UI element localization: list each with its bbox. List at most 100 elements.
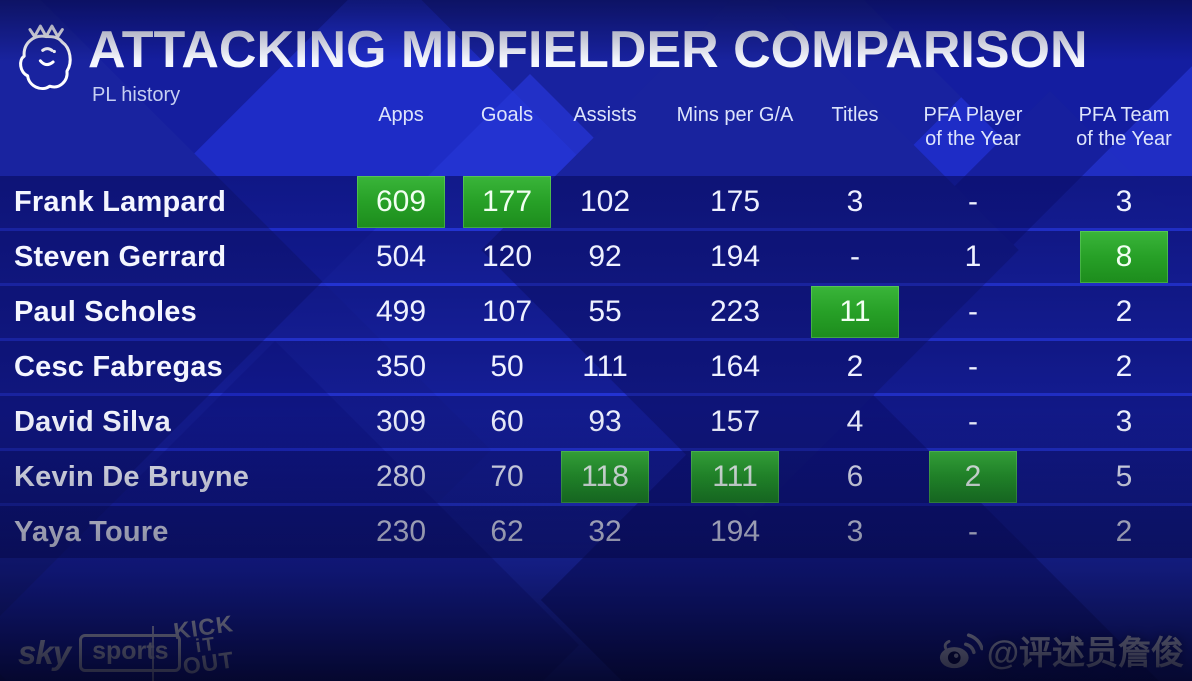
table-row: Steven Gerrard 504 120 92 194 - 1 8 <box>0 231 1192 283</box>
stat-value: 3 <box>1115 185 1133 218</box>
stat-value: 194 <box>709 240 761 273</box>
player-name: David Silva <box>14 406 171 438</box>
kio-line-3: OUT <box>181 645 236 679</box>
stat-value: 177 <box>463 176 551 228</box>
stat-cell-highlighted: 111 <box>673 451 797 503</box>
stat-value: 102 <box>579 185 631 218</box>
footer-divider <box>152 626 154 681</box>
stat-value: 32 <box>588 515 622 548</box>
table-row: Cesc Fabregas 350 50 111 164 2 - 2 <box>0 341 1192 393</box>
stat-value: 499 <box>375 295 427 328</box>
stat-value: 175 <box>709 185 761 218</box>
stat-value: 223 <box>709 295 761 328</box>
stat-cell: 92 <box>543 231 667 283</box>
stat-cell: 3 <box>793 506 917 558</box>
stat-value: - <box>968 350 978 383</box>
stat-value: 194 <box>709 515 761 548</box>
column-header: Assists <box>573 104 637 126</box>
stat-value: - <box>850 240 860 273</box>
stat-cell: 111 <box>543 341 667 393</box>
stat-cell: 5 <box>1062 451 1186 503</box>
stat-value: 350 <box>375 350 427 383</box>
stat-value: 111 <box>582 350 628 383</box>
stat-value: 120 <box>481 240 533 273</box>
stat-cell: 4 <box>793 396 917 448</box>
stat-value: 111 <box>691 451 779 503</box>
stat-cell: 175 <box>673 176 797 228</box>
table-row: Yaya Toure 230 62 32 194 3 - 2 <box>0 506 1192 558</box>
stat-cell: 1 <box>911 231 1035 283</box>
stat-value: 4 <box>846 405 864 438</box>
stat-value: 157 <box>709 405 761 438</box>
player-name: Steven Gerrard <box>14 241 227 273</box>
column-header: PFA Player of the Year <box>923 104 1023 150</box>
weibo-icon <box>939 633 983 669</box>
stat-value: 2 <box>1115 295 1133 328</box>
stat-cell: 157 <box>673 396 797 448</box>
kick-it-out-logo: KICK iT OUT <box>161 601 251 681</box>
column-header: Mins per G/A <box>676 104 794 126</box>
stat-cell: 164 <box>673 341 797 393</box>
stat-value: - <box>968 185 978 218</box>
stat-cell: 32 <box>543 506 667 558</box>
column-header: Goals <box>480 104 534 126</box>
stat-cell-highlighted: 2 <box>911 451 1035 503</box>
table-row: Kevin De Bruyne 280 70 118 111 6 2 5 <box>0 451 1192 503</box>
player-name: Kevin De Bruyne <box>14 461 250 493</box>
sky-sports-logo: sky sports <box>18 634 182 672</box>
stat-value: 93 <box>588 405 622 438</box>
stat-value: 11 <box>811 286 899 338</box>
stat-cell: 93 <box>543 396 667 448</box>
stat-value: 609 <box>357 176 445 228</box>
stat-value: 3 <box>846 515 864 548</box>
stat-cell: 2 <box>1062 506 1186 558</box>
stat-cell: - <box>911 341 1035 393</box>
player-name: Paul Scholes <box>14 296 197 328</box>
stat-value: 50 <box>490 350 524 383</box>
stat-cell: 194 <box>673 506 797 558</box>
column-header: Titles <box>831 104 879 126</box>
stat-value: 2 <box>1115 350 1133 383</box>
stat-value: 92 <box>588 240 622 273</box>
stat-value: 504 <box>375 240 427 273</box>
stat-cell-highlighted: 118 <box>543 451 667 503</box>
column-header: PFA Team of the Year <box>1076 104 1172 150</box>
stat-value: 62 <box>490 515 524 548</box>
stat-value: 280 <box>375 460 427 493</box>
sky-wordmark: sky <box>18 634 71 671</box>
stat-value: 1 <box>964 240 982 273</box>
stat-value: 55 <box>588 295 622 328</box>
table-row: Paul Scholes 499 107 55 223 11 - 2 <box>0 286 1192 338</box>
stat-value: 3 <box>846 185 864 218</box>
player-name: Frank Lampard <box>14 186 227 218</box>
stat-value: 107 <box>481 295 533 328</box>
stat-value: - <box>968 295 978 328</box>
watermark-text: @评述员詹俊 <box>986 634 1184 671</box>
stat-value: 2 <box>929 451 1017 503</box>
stat-cell: 2 <box>793 341 917 393</box>
stat-cell-highlighted: 11 <box>793 286 917 338</box>
stat-value: - <box>968 405 978 438</box>
stat-cell: 3 <box>1062 396 1186 448</box>
stat-value: 3 <box>1115 405 1133 438</box>
stat-value: 60 <box>490 405 524 438</box>
column-header: Apps <box>378 104 424 126</box>
stat-value: 309 <box>375 405 427 438</box>
stat-cell: 2 <box>1062 341 1186 393</box>
player-name: Yaya Toure <box>14 516 169 548</box>
stat-cell: 3 <box>793 176 917 228</box>
stat-value: 70 <box>490 460 524 493</box>
stat-cell: - <box>911 506 1035 558</box>
table-row: Frank Lampard 609 177 102 175 3 - 3 <box>0 176 1192 228</box>
stat-cell: 55 <box>543 286 667 338</box>
stat-cell: 3 <box>1062 176 1186 228</box>
stat-cell: 2 <box>1062 286 1186 338</box>
stat-cell: 223 <box>673 286 797 338</box>
premier-league-lion-icon <box>19 24 72 90</box>
weibo-watermark: @评述员詹俊 <box>937 626 1184 674</box>
table-rows: Frank Lampard 609 177 102 175 3 - 3 Steven Gerra… <box>0 176 1192 561</box>
stat-value: 8 <box>1080 231 1168 283</box>
stat-value: 6 <box>846 460 864 493</box>
table-row: David Silva 309 60 93 157 4 - 3 <box>0 396 1192 448</box>
